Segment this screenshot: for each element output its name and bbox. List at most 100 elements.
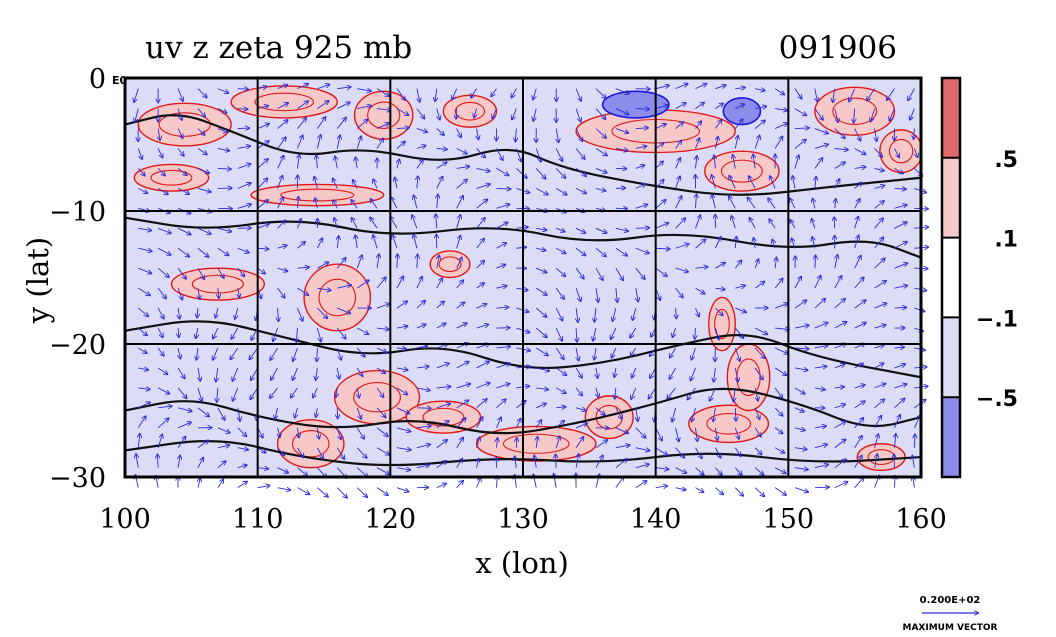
wind-vector: [257, 178, 268, 189]
wind-vector: [177, 422, 191, 429]
wind-vector: [436, 148, 447, 149]
wind-vector: [257, 224, 269, 229]
wind-vector: [814, 108, 823, 120]
wind-vector: [675, 103, 686, 109]
wind-vector: [655, 447, 668, 455]
wind-vector: [414, 196, 418, 209]
wind-vector: [914, 128, 915, 139]
wind-vector: [477, 437, 480, 448]
wind-vector: [197, 407, 209, 417]
wind-vector: [476, 383, 490, 389]
wind-vector: [754, 407, 759, 419]
wind-vector: [794, 277, 801, 289]
wind-vector: [297, 427, 298, 438]
wind-vector: [476, 239, 484, 249]
wind-vector: [715, 467, 721, 475]
wind-vector: [675, 267, 689, 272]
reference-vector-legend: 0.200E+02 MAXIMUM VECTOR: [902, 595, 997, 633]
wind-vector: [675, 488, 686, 490]
wind-vector: [257, 248, 269, 249]
wind-vector: [575, 148, 585, 159]
wind-vector: [729, 176, 736, 189]
wind-vector: [237, 448, 248, 450]
wind-vector: [875, 128, 877, 141]
wind-vector: [815, 88, 817, 102]
wind-vector: [753, 155, 755, 169]
wind-vector: [774, 407, 782, 416]
wind-vector: [231, 327, 239, 339]
wind-vector: [835, 199, 836, 209]
wind-vector: [251, 327, 259, 340]
wind-vector: [157, 347, 164, 356]
wind-vector: [317, 288, 330, 290]
wind-vector: [874, 363, 884, 369]
wind-vector: [536, 287, 546, 295]
wind-vector: [250, 387, 259, 399]
wind-vector: [317, 262, 328, 269]
wind-vector: [695, 121, 701, 129]
wind-vector: [774, 279, 783, 289]
wind-vector: [249, 347, 259, 359]
wind-vector: [412, 215, 418, 229]
wind-vector: [277, 488, 291, 491]
wind-vector: [814, 299, 825, 309]
wind-vector: [655, 143, 664, 149]
x-tick-label: 120: [365, 504, 417, 535]
wind-vector: [416, 426, 431, 428]
wind-vector: [456, 362, 469, 369]
wind-vector: [197, 108, 205, 117]
positive-vorticity-region: [708, 296, 736, 352]
wind-vector: [492, 108, 497, 119]
wind-vector: [754, 427, 761, 437]
wind-vector: [337, 135, 340, 149]
wind-vector: [293, 347, 298, 361]
wind-vector: [834, 162, 845, 169]
wind-vector: [476, 283, 484, 289]
wind-vector: [178, 456, 180, 468]
wind-vector: [714, 327, 718, 339]
wind-vector: [297, 101, 308, 109]
wind-vector: [874, 325, 886, 329]
wind-vector: [357, 106, 371, 110]
colorbar-frame: [940, 76, 962, 479]
wind-vector: [157, 307, 164, 318]
wind-vector: [356, 137, 361, 149]
wind-vector: [396, 448, 411, 450]
wind-vector: [135, 108, 139, 122]
wind-vector: [894, 347, 904, 348]
wind-vector: [197, 267, 204, 279]
wind-vector: [714, 155, 715, 169]
wind-vector: [770, 176, 776, 189]
positive-vorticity-contour: [353, 382, 401, 413]
wind-vector: [714, 237, 720, 249]
wind-vector: [257, 468, 268, 469]
wind-vector: [735, 88, 745, 89]
wind-vector: [874, 416, 882, 429]
colorbar-label: −.5: [976, 387, 1018, 412]
wind-vector: [675, 287, 683, 297]
wind-vector: [157, 168, 165, 175]
wind-vector: [875, 454, 878, 468]
wind-vector: [496, 417, 501, 428]
wind-vector: [336, 387, 337, 397]
wind-vector: [834, 179, 840, 189]
wind-vector: [914, 307, 924, 311]
wind-vector: [197, 458, 203, 468]
wind-vector: [357, 89, 371, 91]
wind-vector: [237, 482, 247, 489]
wind-vector: [655, 248, 670, 249]
wind-vector: [313, 387, 318, 398]
wind-vector: [635, 228, 649, 229]
wind-vector: [237, 247, 249, 252]
wind-vector: [456, 481, 463, 488]
wind-vector: [270, 387, 278, 398]
wind-vector: [595, 168, 607, 172]
wind-vector: [735, 104, 744, 109]
wind-vector: [217, 480, 223, 488]
wind-vector: [158, 406, 171, 408]
wind-vector: [416, 366, 429, 368]
wind-vector: [138, 347, 146, 353]
wind-vector: [370, 218, 378, 229]
wind-vector: [436, 484, 446, 489]
wind-vector: [635, 184, 646, 189]
